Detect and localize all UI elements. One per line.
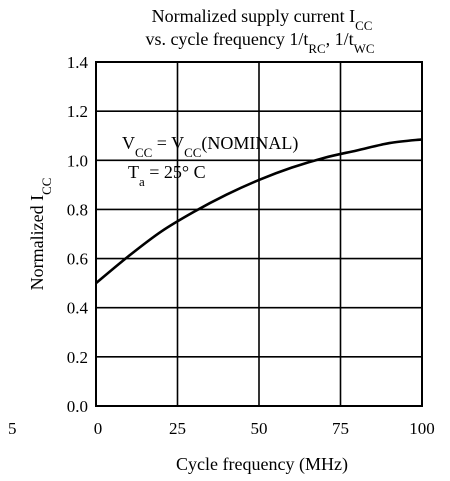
annotation-ta-text: T: [128, 162, 139, 182]
condition-annotations: VCC = VCC(NOMINAL)Ta = 25° C: [122, 133, 298, 189]
grid: [96, 62, 422, 406]
x-tick-label: 100: [409, 419, 435, 438]
chart-title-line2: vs. cycle frequency 1/tRC, 1/tWC: [145, 29, 374, 56]
annotation-vcc-text: (NOMINAL): [201, 133, 298, 154]
annotation-vcc-subscript: CC: [135, 145, 152, 160]
y-tick-label: 0.4: [67, 299, 89, 318]
chart-title-line1-subscript: CC: [355, 18, 372, 33]
x-tick-labels: 0 25 50 75 100: [94, 419, 435, 438]
annotation-vcc-text: = V: [152, 133, 184, 153]
annotation-vcc-subscript: CC: [184, 145, 201, 160]
chart-title-line2-subscript: RC: [308, 41, 325, 56]
y-axis-label-text: Normalized ICC: [27, 178, 54, 291]
y-tick-label: 1.2: [67, 102, 88, 121]
plot-frame: [95, 61, 423, 407]
chart-title-line2-text: vs. cycle frequency 1/t: [145, 29, 308, 49]
annotation-vcc-text: V: [122, 133, 135, 153]
annotation-ta-subscript: a: [139, 174, 145, 189]
y-tick-label: 0.8: [67, 200, 88, 219]
series-line: [95, 138, 423, 285]
annotation-ta: Ta = 25° C: [128, 162, 206, 189]
chart-title-line2-subscript: WC: [354, 41, 375, 56]
y-tick-label: 0.2: [67, 348, 88, 367]
y-axis-label-subscript: CC: [39, 178, 54, 195]
x-tick-label: 75: [332, 419, 349, 438]
x-tick-label: 25: [169, 419, 186, 438]
y-tick-label: 1.0: [67, 151, 88, 170]
y-tick-label: 0.6: [67, 250, 88, 269]
chart-title-line1: Normalized supply current ICC: [152, 6, 373, 33]
x-tick-label: 0: [94, 419, 103, 438]
stray-tick-label: 5: [8, 419, 17, 438]
x-tick-label: 50: [251, 419, 268, 438]
y-tick-label: 0.0: [67, 397, 88, 416]
y-axis-label: Normalized ICC: [27, 178, 54, 291]
chart-title-line2-text: , 1/t: [326, 29, 354, 49]
annotation-vcc: VCC = VCC(NOMINAL): [122, 133, 298, 160]
x-axis-label: Cycle frequency (MHz): [176, 454, 348, 475]
annotation-ta-text: = 25° C: [145, 162, 206, 182]
y-tick-label: 1.4: [67, 53, 89, 72]
y-axis-label-text: Normalized I: [27, 195, 47, 290]
chart-title-line1-text: Normalized supply current I: [152, 6, 355, 26]
y-tick-labels: 0.0 0.2 0.4 0.6 0.8 1.0 1.2 1.4: [67, 53, 89, 416]
series-group: [95, 138, 423, 285]
